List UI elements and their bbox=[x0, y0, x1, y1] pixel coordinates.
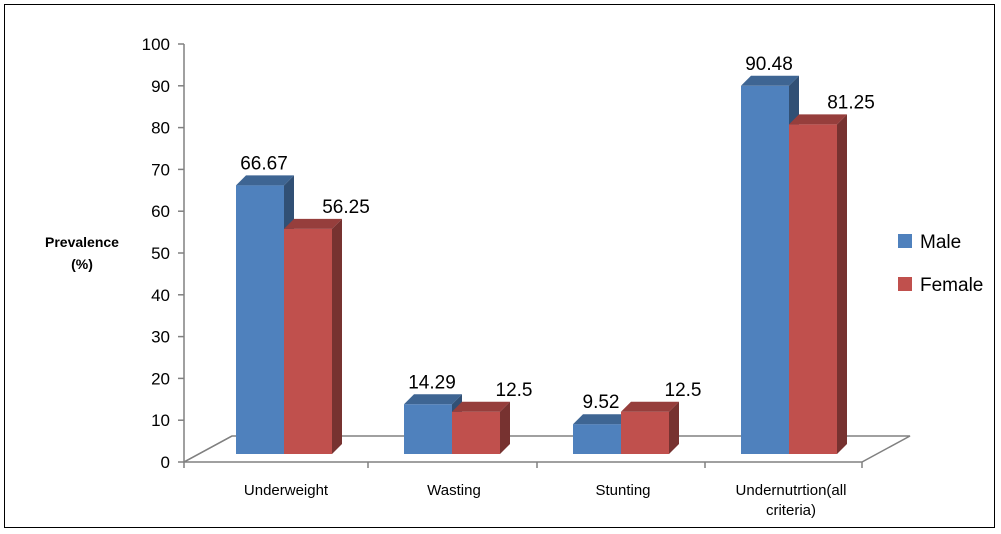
bar-male-top bbox=[404, 394, 462, 405]
y-axis-title: Prevalence bbox=[45, 234, 119, 250]
bar-male-front bbox=[741, 85, 789, 454]
x-category-label: criteria) bbox=[766, 502, 816, 519]
bar-female-top bbox=[452, 401, 510, 412]
bar-female-top bbox=[284, 218, 342, 229]
bar-female-side bbox=[837, 114, 847, 454]
bar-male-top bbox=[741, 75, 799, 86]
y-tick-label: 100 bbox=[142, 35, 170, 54]
x-category-label: Undernutrtion(all bbox=[736, 482, 847, 499]
legend-label: Male bbox=[920, 232, 961, 253]
data-label: 66.67 bbox=[240, 153, 288, 174]
y-tick-label: 20 bbox=[151, 369, 170, 388]
bar-male-top bbox=[573, 414, 631, 425]
bar-male-front bbox=[573, 424, 621, 454]
y-tick-label: 60 bbox=[151, 202, 170, 221]
legend-swatch-male bbox=[898, 234, 912, 248]
bar-female-front bbox=[621, 411, 669, 454]
y-tick-label: 40 bbox=[151, 286, 170, 305]
floor-depth-edge bbox=[183, 435, 233, 463]
bar-male-front bbox=[236, 185, 284, 454]
bar-female-front bbox=[452, 411, 500, 454]
data-label: 14.29 bbox=[408, 372, 456, 393]
bar-female-front bbox=[789, 124, 837, 454]
y-tick-label: 30 bbox=[151, 328, 170, 347]
bar-female-side bbox=[332, 218, 342, 454]
bar-female-top bbox=[621, 401, 679, 412]
y-tick-label: 70 bbox=[151, 160, 170, 179]
y-axis-title: (%) bbox=[71, 256, 93, 272]
bar-male-top bbox=[236, 175, 294, 186]
data-label: 12.5 bbox=[496, 380, 533, 401]
x-category-label: Underweight bbox=[244, 482, 329, 499]
data-label: 12.5 bbox=[665, 380, 702, 401]
y-tick-label: 0 bbox=[161, 453, 170, 472]
legend-swatch-female bbox=[898, 277, 912, 291]
bar-female-top bbox=[789, 114, 847, 125]
x-category-label: Wasting bbox=[427, 482, 481, 499]
data-label: 81.25 bbox=[827, 92, 875, 113]
y-tick-label: 80 bbox=[151, 119, 170, 138]
bar-male-front bbox=[404, 404, 452, 454]
bar-female-front bbox=[284, 228, 332, 454]
y-tick-label: 90 bbox=[151, 77, 170, 96]
x-category-label: Stunting bbox=[595, 482, 650, 499]
data-label: 9.52 bbox=[583, 392, 620, 413]
data-label: 90.48 bbox=[745, 54, 793, 75]
y-tick-label: 10 bbox=[151, 411, 170, 430]
legend-label: Female bbox=[920, 275, 983, 296]
bar-female-side bbox=[669, 401, 679, 454]
data-label: 56.25 bbox=[322, 197, 370, 218]
bar-female-side bbox=[500, 401, 510, 454]
y-tick-label: 50 bbox=[151, 244, 170, 263]
